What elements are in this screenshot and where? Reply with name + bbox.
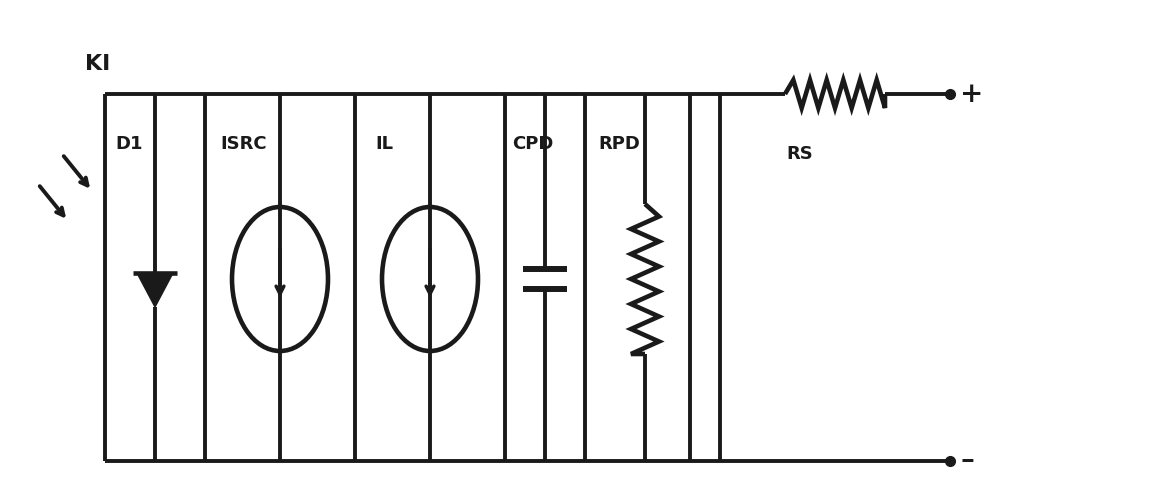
Text: –: – xyxy=(960,448,974,475)
Text: D1: D1 xyxy=(115,135,143,153)
Text: +: + xyxy=(960,80,983,107)
Text: RS: RS xyxy=(786,145,814,163)
Text: RPD: RPD xyxy=(599,135,640,153)
Polygon shape xyxy=(137,273,173,307)
Text: CPD: CPD xyxy=(512,135,554,153)
Text: KI: KI xyxy=(85,54,110,74)
Text: ISRC: ISRC xyxy=(220,135,267,153)
Text: IL: IL xyxy=(375,135,392,153)
